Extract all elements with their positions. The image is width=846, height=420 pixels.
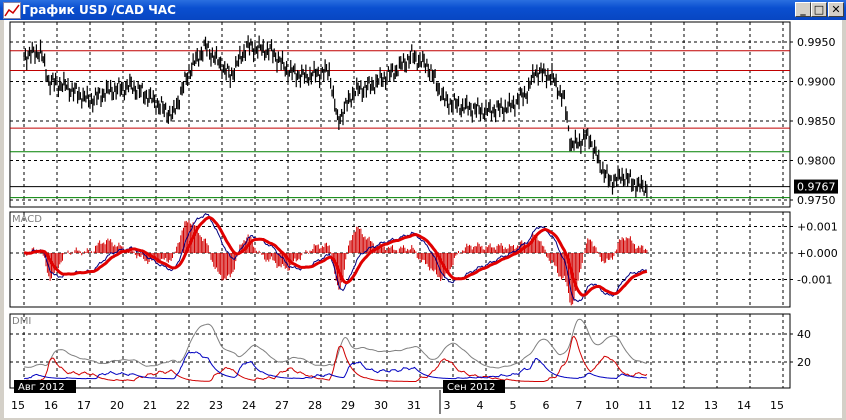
day-label: 10	[605, 399, 619, 412]
day-label: 16	[44, 399, 58, 412]
day-label: 30	[374, 399, 388, 412]
dmi-plus-line	[23, 351, 647, 380]
day-label: 5	[510, 399, 517, 412]
price-tick-label: 0.9950	[797, 36, 836, 49]
dmi-tick-label: 40	[797, 328, 811, 341]
minimize-button[interactable]: _	[795, 2, 811, 17]
day-label: 3	[444, 399, 451, 412]
day-label: 14	[737, 399, 751, 412]
day-label: 31	[407, 399, 421, 412]
close-button[interactable]: ✕	[828, 2, 844, 17]
panel-frame-1	[9, 211, 791, 308]
day-label: 6	[543, 399, 550, 412]
macd-signal-line	[23, 215, 648, 297]
chart-window-client: 0.9950 0.9900 0.9850 0.9800 0.9750 0.9767 +0.0…	[4, 20, 842, 418]
day-label: 7	[576, 399, 583, 412]
dmi-tick-label: 20	[797, 356, 811, 369]
window-titlebar: График USD /CAD ЧАС _ □ ✕	[0, 0, 846, 20]
month-label-badge	[14, 380, 76, 393]
macd-tick-label: +0.001	[797, 221, 838, 234]
day-label: 4	[477, 399, 484, 412]
day-label: 29	[341, 399, 355, 412]
price-tick-label: 0.9900	[797, 76, 836, 89]
current-price-badge	[794, 179, 838, 194]
day-label: 11	[638, 399, 652, 412]
day-label: 15	[770, 399, 784, 412]
panel-frame-0	[9, 21, 791, 208]
day-label: 20	[110, 399, 124, 412]
macd-tick-label: +0.000	[797, 247, 838, 260]
day-label: 28	[308, 399, 322, 412]
maximize-button[interactable]: □	[811, 2, 827, 17]
day-label: 12	[671, 399, 685, 412]
price-tick-label: 0.9850	[797, 115, 836, 128]
day-label: 21	[143, 399, 157, 412]
price-tick-label: 0.9800	[797, 155, 836, 168]
dmi-minus-line	[24, 335, 648, 383]
close-icon: ✕	[831, 3, 841, 16]
day-label: 15	[11, 399, 25, 412]
dmi-label: DMI	[12, 316, 31, 327]
month-label: Авг 2012	[18, 382, 65, 393]
day-label: 17	[77, 399, 91, 412]
window-title: График USD /CAD ЧАС	[22, 3, 176, 17]
day-label: 24	[242, 399, 256, 412]
day-label: 13	[704, 399, 718, 412]
minimize-icon: _	[800, 3, 806, 16]
maximize-icon: □	[813, 3, 825, 16]
day-label: 23	[209, 399, 223, 412]
macd-tick-label: -0.001	[797, 274, 832, 287]
day-label: 22	[176, 399, 190, 412]
current-price-label: 0.9767	[797, 181, 836, 194]
month-label-badge	[443, 380, 505, 393]
macd-label: MACD	[12, 214, 42, 225]
price-tick-label: 0.9750	[797, 194, 836, 207]
month-label: Сен 2012	[447, 382, 495, 393]
day-label: 27	[275, 399, 289, 412]
chart-app-icon	[3, 2, 21, 19]
